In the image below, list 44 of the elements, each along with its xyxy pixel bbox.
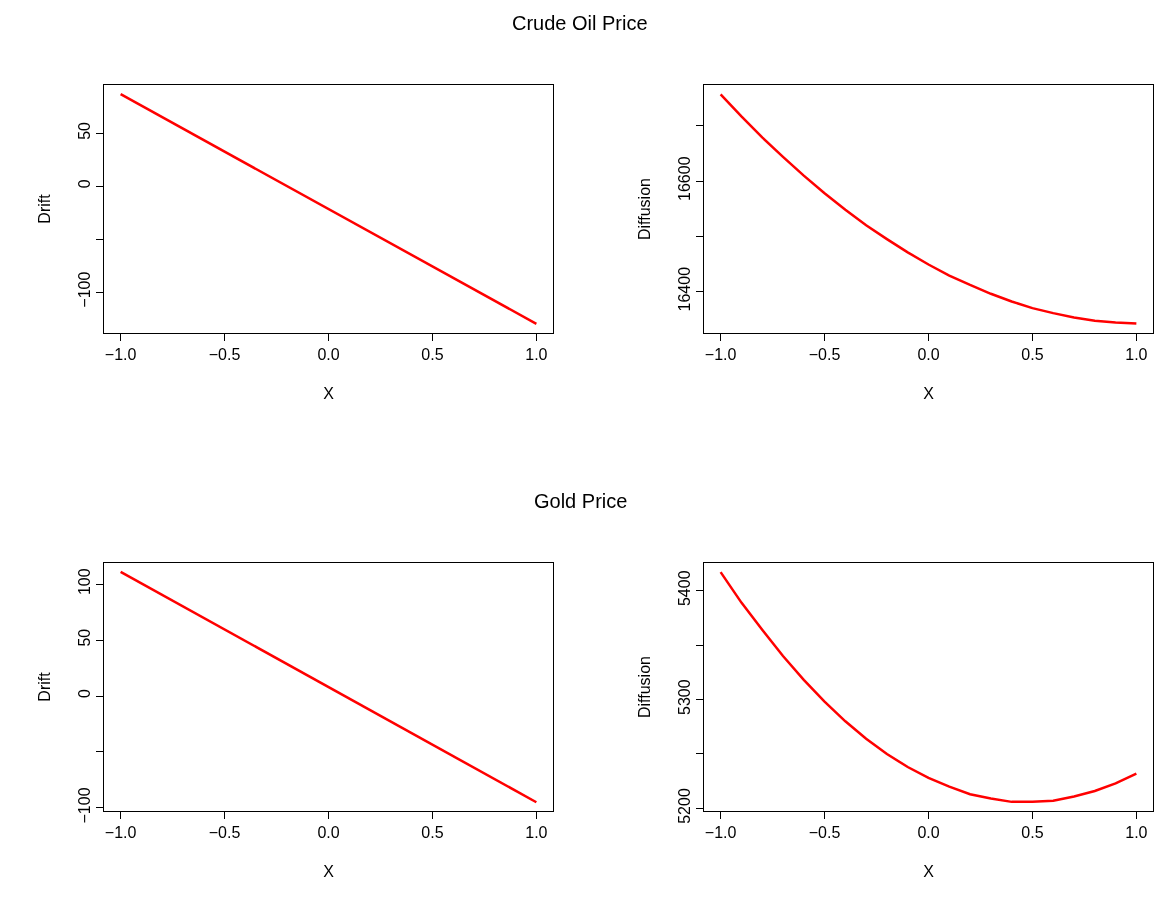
y-tick-label: 50 bbox=[75, 121, 93, 140]
y-tick-label: 5400 bbox=[675, 570, 693, 607]
x-axis-title: X bbox=[323, 384, 335, 402]
x-tick-label: 0.5 bbox=[1021, 824, 1044, 842]
x-tick-label: 0.0 bbox=[917, 824, 940, 842]
x-tick-label: 0.0 bbox=[317, 346, 340, 364]
y-tick-label: 16400 bbox=[675, 266, 693, 312]
x-tick-label: 1.0 bbox=[1125, 824, 1148, 842]
x-tick-label: −0.5 bbox=[808, 346, 841, 364]
x-tick-label: 0.0 bbox=[917, 346, 940, 364]
line-series bbox=[719, 93, 1138, 325]
x-tick-label: −1.0 bbox=[704, 346, 737, 364]
x-tick-label: 1.0 bbox=[1125, 346, 1148, 364]
line-series bbox=[719, 570, 1138, 804]
y-axis-title: Diffusion bbox=[636, 656, 654, 718]
x-tick-label: −1.0 bbox=[104, 824, 137, 842]
y-tick-label: −100 bbox=[75, 787, 93, 824]
y-axis-title: Drift bbox=[36, 671, 54, 702]
x-axis-title: X bbox=[323, 862, 335, 880]
y-tick-label: 100 bbox=[75, 568, 93, 596]
x-tick-label: 0.5 bbox=[421, 824, 444, 842]
x-tick-label: −0.5 bbox=[808, 824, 841, 842]
x-tick-label: −1.0 bbox=[704, 824, 737, 842]
x-tick-label: 1.0 bbox=[525, 346, 548, 364]
x-tick-label: 0.5 bbox=[421, 346, 444, 364]
y-tick-label: 5200 bbox=[675, 788, 693, 824]
x-tick-label: 0.5 bbox=[1021, 346, 1044, 364]
x-tick-label: 0.0 bbox=[317, 824, 340, 842]
x-axis-title: X bbox=[923, 862, 935, 880]
x-tick-label: −1.0 bbox=[104, 346, 137, 364]
y-tick-label: 0 bbox=[75, 179, 93, 189]
y-tick-label: 5300 bbox=[675, 679, 693, 715]
y-tick-label: 50 bbox=[75, 628, 93, 647]
y-tick-label: −100 bbox=[75, 271, 93, 308]
x-tick-label: −0.5 bbox=[208, 346, 241, 364]
x-tick-label: 1.0 bbox=[525, 824, 548, 842]
chart-title: Gold Price bbox=[534, 490, 628, 512]
y-tick-label: 0 bbox=[75, 689, 93, 699]
y-tick-label: 16600 bbox=[675, 156, 693, 201]
y-axis-title: Diffusion bbox=[636, 178, 654, 240]
x-tick-label: −0.5 bbox=[208, 824, 241, 842]
y-axis-title: Drift bbox=[36, 193, 54, 224]
chart-title: Crude Oil Price bbox=[512, 12, 648, 34]
x-axis-title: X bbox=[923, 384, 935, 402]
